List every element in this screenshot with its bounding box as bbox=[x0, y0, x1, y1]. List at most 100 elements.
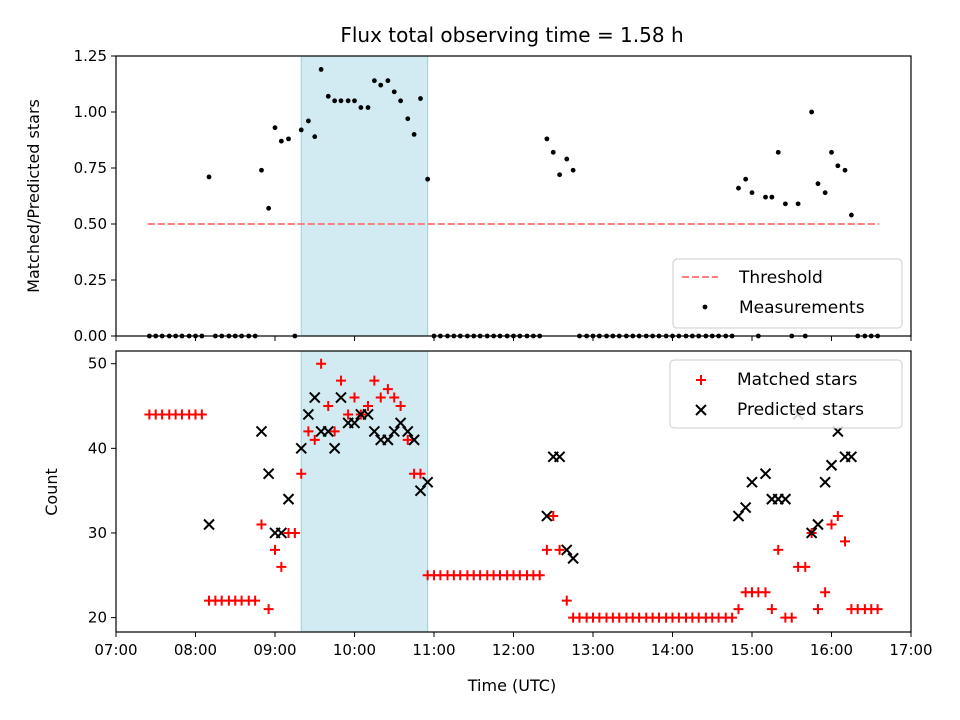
predicted-star-point bbox=[819, 476, 831, 488]
matched-star-point bbox=[296, 468, 307, 479]
matched-star-point bbox=[548, 511, 559, 522]
measurement-point bbox=[842, 167, 848, 173]
measurement-point bbox=[278, 138, 284, 144]
legend-matched-swatch bbox=[696, 375, 706, 385]
predicted-star-point bbox=[275, 527, 288, 539]
matched-star-point bbox=[872, 604, 883, 615]
predicted-star-point bbox=[553, 451, 566, 463]
predicted-star-point bbox=[805, 527, 818, 539]
predicted-star-point bbox=[567, 552, 579, 565]
predicted-star-point bbox=[282, 493, 295, 505]
measurement-point bbox=[848, 212, 854, 218]
measurement-point bbox=[272, 125, 278, 131]
y-tick-label: 50 bbox=[88, 355, 107, 373]
predicted-star-point bbox=[739, 501, 752, 514]
predicted-star-point bbox=[845, 451, 858, 463]
y-tick-label: 0.25 bbox=[74, 271, 107, 289]
y-tick-label: 1.25 bbox=[74, 47, 107, 65]
measurement-point bbox=[769, 194, 775, 200]
x-tick-label: 09:00 bbox=[253, 641, 296, 659]
matched-star-point bbox=[733, 604, 744, 615]
measurement-point bbox=[318, 67, 324, 72]
measurement-point bbox=[398, 98, 404, 104]
measurement-point bbox=[206, 174, 212, 180]
predicted-star-point bbox=[812, 518, 824, 531]
measurement-point bbox=[795, 201, 801, 207]
top-y-axis-label: Matched/Predicted stars bbox=[24, 99, 43, 293]
matched-star-point bbox=[196, 409, 207, 420]
matched-star-point bbox=[773, 544, 784, 555]
matched-star-point bbox=[270, 544, 280, 555]
measurement-point bbox=[822, 190, 828, 196]
measurement-point bbox=[365, 105, 371, 110]
predicted-star-point bbox=[295, 442, 307, 455]
predicted-star-point bbox=[309, 391, 321, 404]
measurement-point bbox=[411, 132, 417, 137]
matched-star-point bbox=[554, 544, 565, 555]
matched-star-point bbox=[369, 375, 380, 386]
measurement-point bbox=[266, 205, 272, 211]
predicted-star-point bbox=[746, 476, 758, 488]
matched-star-point bbox=[349, 392, 360, 403]
measurement-point bbox=[775, 149, 781, 155]
matched-star-point bbox=[382, 384, 393, 395]
predicted-star-point bbox=[421, 476, 434, 488]
matched-star-point bbox=[760, 587, 771, 598]
measurement-point bbox=[352, 98, 357, 104]
matched-star-point bbox=[289, 527, 300, 538]
matched-star-point bbox=[840, 536, 851, 547]
x-tick-label: 07:00 bbox=[94, 641, 137, 659]
matched-star-point bbox=[395, 401, 406, 412]
y-tick-label: 30 bbox=[88, 524, 107, 542]
y-tick-label: 0.50 bbox=[74, 215, 107, 233]
predicted-star-point bbox=[779, 493, 792, 505]
matched-star-point bbox=[316, 358, 327, 369]
x-tick-label: 16:00 bbox=[810, 641, 853, 659]
predicted-star-point bbox=[368, 425, 381, 438]
predicted-star-point bbox=[408, 434, 420, 446]
x-tick-label: 10:00 bbox=[333, 641, 376, 659]
matched-star-point bbox=[766, 604, 777, 615]
measurement-point bbox=[405, 116, 411, 122]
measurement-point bbox=[550, 149, 556, 155]
matched-star-point bbox=[335, 375, 346, 386]
matched-star-point bbox=[786, 612, 797, 623]
measurement-point bbox=[259, 167, 264, 173]
predicted-star-point bbox=[362, 408, 374, 421]
matched-star-point bbox=[256, 519, 267, 530]
matched-star-point bbox=[832, 511, 843, 522]
bottom-y-axis-label: Count bbox=[42, 468, 61, 516]
matched-star-point bbox=[415, 468, 426, 479]
matched-star-point bbox=[329, 426, 340, 437]
matched-star-point bbox=[561, 595, 572, 606]
y-tick-label: 20 bbox=[88, 609, 107, 627]
matched-star-point bbox=[389, 392, 400, 403]
measurement-point bbox=[286, 136, 291, 142]
measurement-point bbox=[312, 134, 318, 140]
measurement-point bbox=[809, 109, 815, 115]
measurement-point bbox=[378, 82, 384, 88]
chart-title: Flux total observing time = 1.58 h bbox=[340, 23, 683, 47]
x-tick-label: 11:00 bbox=[412, 641, 455, 659]
measurement-point bbox=[325, 93, 331, 99]
legend-box bbox=[672, 258, 903, 329]
predicted-star-point bbox=[302, 408, 315, 421]
measurement-point bbox=[338, 98, 344, 104]
measurement-point bbox=[371, 78, 377, 84]
predicted-star-point bbox=[388, 425, 400, 438]
x-tick-label: 14:00 bbox=[651, 641, 694, 659]
counts-panel: 07:00 08:00 09:00 10:00 11:00 12:00 13:00 14:00… bbox=[88, 350, 933, 659]
legend-predicted-swatch bbox=[695, 404, 707, 416]
counts-legend: Matched stars Predicted stars bbox=[669, 359, 903, 429]
predicted-star-point bbox=[262, 468, 275, 480]
x-tick-label: 17:00 bbox=[889, 641, 932, 659]
matched-star-point bbox=[250, 595, 261, 606]
x-tick-label: 12:00 bbox=[492, 641, 535, 659]
matched-star-point bbox=[402, 434, 413, 445]
measurement-point bbox=[425, 176, 431, 182]
x-tick-label: 08:00 bbox=[174, 641, 217, 659]
measurement-point bbox=[391, 89, 397, 95]
measurement-point bbox=[829, 149, 834, 155]
matched-star-point bbox=[363, 401, 374, 412]
